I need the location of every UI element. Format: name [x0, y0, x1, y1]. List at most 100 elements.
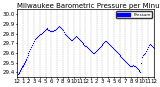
- Point: [22, 65, 24, 66]
- Point: [75, 36, 77, 37]
- Point: [98, 46, 101, 48]
- Point: [95, 50, 97, 52]
- Point: [35, 38, 37, 39]
- Point: [117, 53, 120, 55]
- Point: [70, 40, 72, 41]
- Point: [137, 70, 140, 71]
- Point: [135, 68, 138, 69]
- Point: [132, 64, 134, 65]
- Point: [61, 29, 64, 30]
- Point: [126, 62, 128, 63]
- Point: [89, 49, 91, 51]
- Point: [66, 36, 69, 37]
- Point: [37, 36, 39, 37]
- Point: [46, 28, 49, 29]
- Point: [123, 59, 126, 60]
- Point: [41, 31, 44, 32]
- Point: [67, 37, 70, 38]
- Point: [108, 44, 110, 45]
- Point: [86, 46, 89, 48]
- Point: [99, 45, 102, 47]
- Point: [150, 44, 152, 46]
- Point: [105, 41, 108, 42]
- Point: [119, 55, 122, 57]
- Point: [121, 57, 124, 58]
- Point: [40, 32, 43, 33]
- Point: [74, 37, 76, 38]
- Point: [92, 52, 94, 54]
- Point: [36, 37, 38, 38]
- Point: [101, 44, 104, 45]
- Point: [90, 50, 92, 52]
- Point: [33, 41, 36, 42]
- Point: [20, 68, 23, 69]
- Point: [30, 46, 33, 48]
- Point: [112, 47, 114, 49]
- Point: [152, 47, 155, 49]
- Point: [78, 40, 81, 41]
- Point: [40, 33, 42, 34]
- Point: [23, 62, 25, 63]
- Point: [60, 28, 63, 29]
- Point: [103, 42, 106, 43]
- Point: [28, 50, 31, 52]
- Point: [31, 44, 34, 46]
- Point: [54, 29, 56, 30]
- Point: [77, 39, 80, 40]
- Point: [122, 58, 125, 59]
- Point: [22, 64, 24, 65]
- Point: [20, 69, 22, 70]
- Point: [125, 61, 128, 62]
- Point: [136, 69, 139, 70]
- Point: [18, 72, 21, 73]
- Point: [87, 47, 89, 49]
- Point: [73, 38, 75, 39]
- Point: [27, 52, 30, 54]
- Point: [127, 63, 129, 64]
- Point: [81, 43, 84, 44]
- Point: [85, 45, 88, 47]
- Point: [115, 51, 118, 53]
- Point: [32, 43, 35, 44]
- Point: [19, 71, 21, 72]
- Point: [62, 31, 65, 32]
- Point: [58, 25, 60, 26]
- Point: [133, 66, 136, 67]
- Point: [65, 35, 68, 36]
- Point: [60, 27, 62, 28]
- Point: [42, 30, 45, 31]
- Point: [84, 45, 87, 47]
- Point: [110, 45, 112, 47]
- Point: [142, 54, 144, 56]
- Point: [24, 59, 27, 60]
- Point: [29, 48, 32, 50]
- Point: [96, 49, 98, 51]
- Point: [69, 39, 72, 40]
- Point: [43, 29, 46, 30]
- Point: [139, 72, 142, 73]
- Point: [71, 40, 73, 41]
- Point: [72, 39, 74, 40]
- Point: [50, 30, 52, 31]
- Point: [147, 46, 149, 48]
- Point: [97, 47, 100, 49]
- Point: [56, 27, 58, 28]
- Point: [83, 44, 86, 46]
- Point: [120, 56, 123, 58]
- Point: [109, 44, 111, 46]
- Point: [21, 66, 24, 67]
- Point: [104, 41, 107, 42]
- Point: [96, 48, 99, 50]
- Point: [17, 74, 19, 75]
- Point: [114, 50, 117, 52]
- Point: [45, 27, 48, 28]
- Point: [44, 28, 47, 29]
- Point: [118, 54, 121, 56]
- Point: [107, 43, 109, 44]
- Point: [25, 58, 27, 59]
- Point: [141, 56, 144, 58]
- Point: [140, 62, 143, 63]
- Point: [124, 60, 127, 61]
- Point: [143, 53, 145, 55]
- Point: [55, 28, 57, 29]
